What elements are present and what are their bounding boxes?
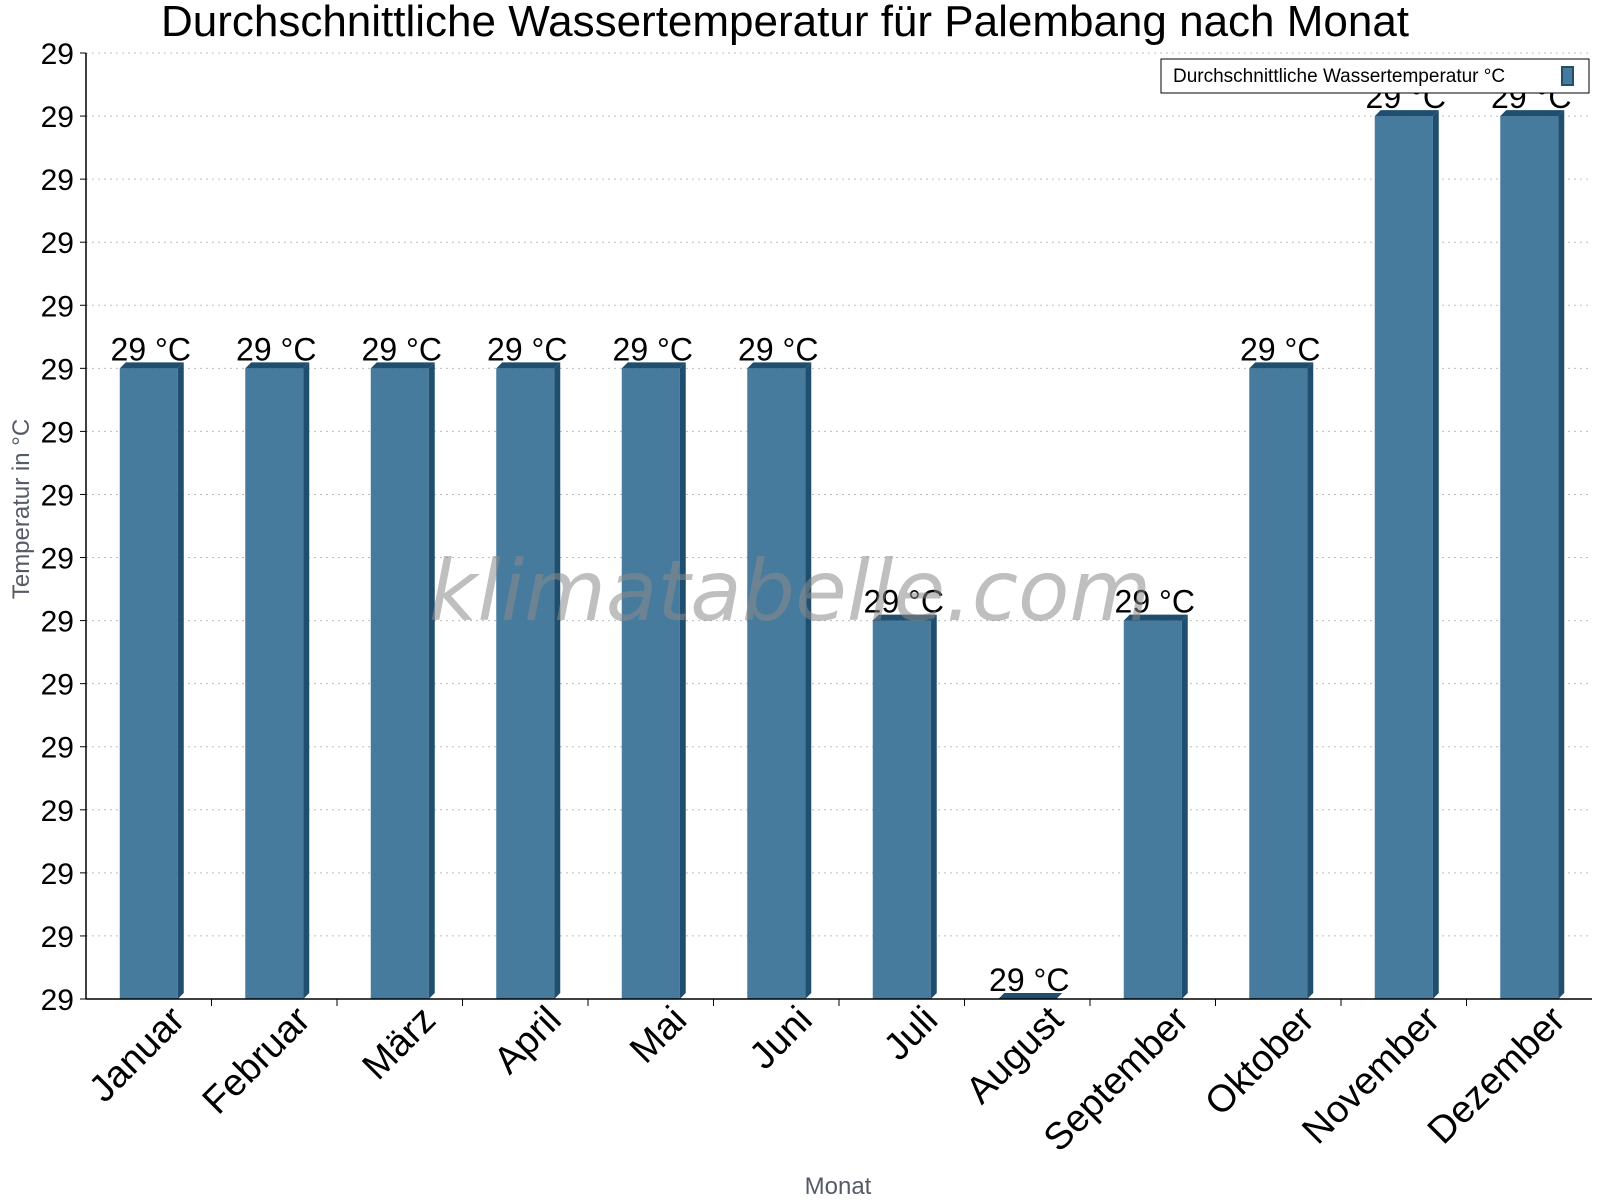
- bar-top: [1123, 614, 1188, 621]
- data-label: 29 °C: [1115, 584, 1195, 620]
- bars: [119, 110, 1565, 1000]
- y-axis-ticks: 29 29 29 29 29 29 29 29 29 29 29 29 29 29 29 29: [41, 38, 86, 1017]
- y-tick-label: 29: [41, 101, 74, 134]
- bar-side: [1181, 614, 1188, 999]
- bar-side: [930, 614, 937, 999]
- data-label: 29 °C: [613, 331, 693, 367]
- bar-top: [1249, 362, 1314, 369]
- y-tick-label: 29: [41, 227, 74, 260]
- bar-top: [998, 993, 1063, 999]
- bar-side: [428, 362, 435, 999]
- legend: Durchschnittliche Wassertemperatur °C: [1160, 58, 1590, 94]
- x-tick-label: Juni: [742, 999, 821, 1078]
- bar-side: [805, 362, 812, 999]
- data-label: 29 °C: [487, 331, 567, 367]
- bar: [1374, 116, 1433, 1000]
- x-axis-label: Monat: [805, 1173, 872, 1200]
- legend-label: Durchschnittliche Wassertemperatur °C: [1173, 66, 1505, 87]
- bar: [1249, 368, 1308, 999]
- legend-box: [1160, 58, 1590, 94]
- bar-side: [1558, 110, 1565, 1000]
- x-tick-label: Mai: [622, 999, 695, 1072]
- y-tick-label: 29: [41, 795, 74, 828]
- bar: [621, 368, 680, 999]
- data-label: 29 °C: [236, 331, 316, 367]
- bar: [119, 368, 178, 999]
- y-tick-label: 29: [41, 543, 74, 576]
- bar: [747, 368, 806, 999]
- bar-side: [177, 362, 184, 999]
- bar-top: [747, 362, 812, 369]
- y-axis-label: Temperatur in °C: [8, 419, 35, 599]
- bar-side: [679, 362, 686, 999]
- data-label: 29 °C: [362, 331, 442, 367]
- bar: [1123, 620, 1182, 999]
- chart-title: Durchschnittliche Wassertemperatur für P…: [161, 0, 1409, 46]
- data-label: 29 °C: [989, 962, 1069, 998]
- watermark: klimatabelle.com: [429, 542, 1152, 640]
- y-tick-label: 29: [41, 732, 74, 765]
- data-label: 29 °C: [864, 584, 944, 620]
- x-axis-ticks: Januar Februar März April Mai Juni Juli AugustS…: [81, 998, 1574, 1159]
- y-tick-label: 29: [41, 921, 74, 954]
- y-tick-label: 29: [41, 858, 74, 891]
- bar-top: [872, 614, 937, 621]
- bar-top: [1500, 110, 1565, 117]
- axes: [85, 53, 1592, 1000]
- bar-side: [1432, 110, 1439, 1000]
- y-tick-label: 29: [41, 353, 74, 386]
- y-tick-label: 29: [41, 984, 74, 1017]
- bar-side: [303, 362, 310, 999]
- x-tick-label: Februar: [195, 998, 319, 1122]
- y-tick-label: 29: [41, 479, 74, 512]
- x-tick-label: Juli: [876, 999, 946, 1069]
- data-label: 29 °C: [738, 331, 818, 367]
- x-tick-label: April: [486, 999, 569, 1082]
- legend-swatch: [1561, 66, 1574, 86]
- bar: [370, 368, 429, 999]
- bar-top: [1374, 110, 1439, 117]
- bar: [872, 620, 931, 999]
- y-tick-label: 29: [41, 669, 74, 702]
- y-tick-label: 29: [41, 290, 74, 323]
- y-tick-label: 29: [41, 606, 74, 639]
- bar: [1500, 116, 1559, 1000]
- bar: [245, 368, 304, 999]
- y-tick-label: 29: [41, 416, 74, 449]
- x-tick-label: Oktober: [1197, 998, 1323, 1124]
- bar: [496, 368, 555, 999]
- x-tick-label: Dezember: [1420, 998, 1574, 1152]
- data-label: 29 °C: [1240, 331, 1320, 367]
- bar-side: [1307, 362, 1314, 999]
- bar-top: [245, 362, 310, 369]
- x-tick-label: August: [958, 998, 1072, 1112]
- x-tick-label: Januar: [81, 998, 193, 1110]
- bar-top: [370, 362, 435, 369]
- bar-top: [119, 362, 184, 369]
- y-tick-label: 29: [41, 38, 74, 71]
- bar-top: [621, 362, 686, 369]
- data-labels: 29 °C 29 °C 29 °C 29 °C 29 °C 29 °C 29 °C 29 °C…: [111, 79, 1572, 998]
- x-tick-label: März: [355, 999, 444, 1088]
- bar-top: [496, 362, 561, 369]
- bar-side: [554, 362, 561, 999]
- grid-lines: [86, 52, 1592, 1000]
- y-tick-label: 29: [41, 164, 74, 197]
- data-label: 29 °C: [111, 331, 191, 367]
